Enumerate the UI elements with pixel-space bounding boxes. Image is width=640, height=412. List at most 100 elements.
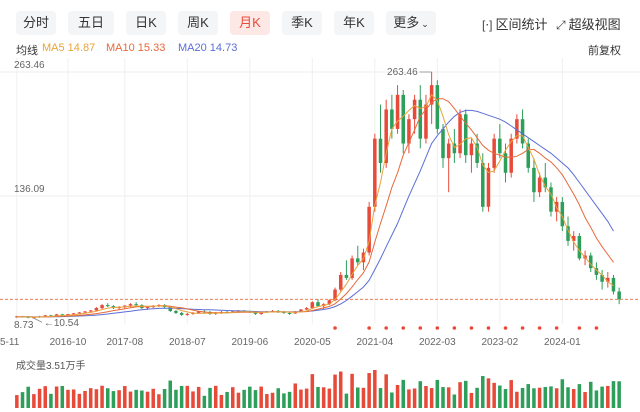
candle — [94, 307, 99, 311]
volume-bar — [134, 389, 138, 408]
candle-body — [350, 258, 354, 278]
volume-bar — [509, 380, 513, 408]
candle-body — [588, 255, 593, 269]
tab-quarterly-k[interactable]: 季K — [282, 11, 322, 35]
range-stats-button[interactable]: [⋅] 区间统计 — [482, 14, 548, 33]
candle-body — [338, 274, 343, 290]
volume-bar — [435, 379, 440, 408]
candle-body — [498, 138, 502, 154]
volume-bar — [537, 387, 542, 408]
tab-yearly-k[interactable]: 年K — [334, 11, 374, 35]
volume-bar — [123, 386, 127, 408]
tab-monthly-k[interactable]: 月K — [230, 11, 270, 35]
tab-intraday[interactable]: 分时 — [16, 11, 56, 35]
candle — [356, 245, 360, 266]
volume-bar — [475, 387, 479, 408]
candle — [395, 85, 400, 134]
candle-body — [611, 277, 616, 292]
volume-bar — [196, 386, 201, 408]
candle-body — [287, 312, 292, 314]
candle — [390, 94, 394, 139]
candle-body — [282, 311, 286, 313]
tab-five-day[interactable]: 五日 — [68, 11, 114, 35]
volume-bar — [378, 388, 383, 408]
volume-bar — [361, 387, 366, 408]
candle-body — [196, 311, 201, 313]
volume-bar — [231, 387, 235, 408]
volume-bar — [128, 391, 133, 408]
volume-bar — [424, 386, 428, 408]
super-view-button[interactable]: ⤢ 超级视图 — [556, 14, 621, 33]
candle-body — [88, 310, 93, 312]
candle-body — [441, 128, 445, 159]
candle-body — [378, 138, 383, 163]
event-dot — [384, 326, 388, 330]
x-tick-label: 5-11 — [0, 337, 20, 348]
volume-bar — [270, 392, 275, 408]
volume-bars — [15, 370, 621, 408]
candle — [373, 133, 377, 212]
candle — [446, 138, 451, 193]
ma-lines — [16, 93, 614, 318]
volume-bar — [407, 389, 411, 408]
event-dot — [486, 326, 491, 330]
candle-body — [333, 289, 337, 301]
volume-bar — [498, 385, 502, 408]
candle — [338, 272, 343, 292]
candle — [77, 311, 82, 314]
candle — [549, 182, 553, 217]
volume-bar — [60, 385, 65, 408]
volume-bar — [333, 374, 337, 408]
candle — [105, 303, 110, 308]
candle-body — [367, 206, 371, 253]
candle — [520, 109, 525, 149]
volume-bar — [15, 395, 19, 408]
volume-bar — [248, 386, 252, 408]
volume-bar — [515, 391, 519, 408]
volume-bar — [304, 388, 309, 408]
volume-bar — [503, 389, 508, 408]
tab-more-label: 更多 — [393, 15, 420, 30]
volume-bar — [321, 387, 326, 408]
candle — [435, 80, 440, 134]
volume-bar — [588, 381, 593, 408]
tab-daily-k[interactable]: 日K — [126, 11, 166, 35]
volume-bar — [168, 380, 173, 408]
volume-bar — [549, 386, 553, 408]
candle-body — [560, 201, 565, 227]
volume-bar — [401, 379, 405, 408]
volume-bar — [83, 391, 87, 408]
candle-body — [600, 274, 604, 282]
candle-body — [481, 162, 485, 207]
candle-body — [401, 94, 405, 144]
candle-body — [537, 177, 542, 193]
volume-bar — [481, 376, 485, 408]
ma10-line — [16, 98, 614, 318]
event-dot — [401, 326, 406, 330]
volume-bar — [412, 388, 417, 408]
volume-bar — [43, 386, 48, 408]
candle-body — [526, 143, 531, 168]
volume-bar — [395, 384, 400, 408]
volume-label: 成交量3.51万手 — [16, 361, 86, 372]
candle — [469, 138, 474, 173]
adjust-mode-button[interactable]: 前复权 — [588, 45, 621, 57]
volume-bar — [276, 388, 280, 408]
candle-body — [407, 119, 411, 144]
ma20-legend: MA20 14.73 — [178, 42, 238, 54]
tab-more[interactable]: 更多 ⌄ — [386, 11, 436, 35]
candle — [185, 312, 190, 316]
volume-bar — [282, 393, 286, 408]
candle-body — [606, 277, 610, 282]
event-dot — [333, 326, 337, 330]
high-label: 263.46 — [387, 67, 418, 78]
axis-labels: 263.46 136.09 263.46 ←10.54 8.73 5-11 2016-10 2… — [0, 60, 581, 348]
volume-bar — [94, 389, 99, 408]
volume-bar — [390, 392, 394, 408]
tab-weekly-k[interactable]: 周K — [178, 11, 218, 35]
volume-bar — [594, 390, 599, 408]
event-markers — [333, 326, 599, 330]
volume-bar — [441, 387, 445, 408]
x-tick-label: 2022-03 — [419, 337, 456, 348]
candle — [424, 94, 428, 144]
